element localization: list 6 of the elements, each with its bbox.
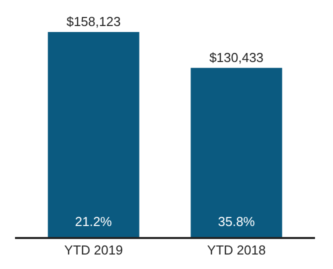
annotation: 35.8% — [218, 214, 256, 229]
annotation: 21.2% — [75, 214, 112, 229]
x-tick-label: YTD 2019 — [64, 242, 123, 258]
data-label: $158,123 — [66, 14, 121, 29]
x-tick-label: YTD 2018 — [207, 242, 266, 258]
data-label: $130,433 — [209, 50, 264, 65]
